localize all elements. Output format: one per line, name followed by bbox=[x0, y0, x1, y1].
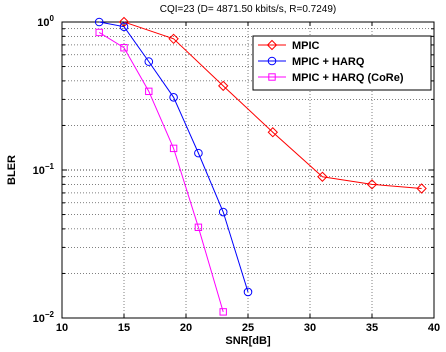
legend-marker bbox=[267, 56, 277, 66]
data-point bbox=[194, 223, 203, 232]
data-point bbox=[217, 80, 229, 92]
data-point bbox=[169, 92, 178, 102]
y-tick-label: 10−2 bbox=[33, 310, 55, 325]
legend-marker bbox=[268, 73, 276, 81]
chart-title: CQI=23 (D= 4871.50 kbits/s, R=0.7249) bbox=[160, 4, 337, 15]
data-point bbox=[95, 28, 103, 37]
data-point bbox=[366, 179, 378, 190]
y-tick-label: 10−1 bbox=[33, 162, 55, 177]
x-tick-label: 20 bbox=[180, 322, 192, 334]
data-point bbox=[145, 87, 153, 96]
series-line-3 bbox=[98, 32, 224, 313]
data-point bbox=[119, 22, 129, 31]
x-tick-label: 15 bbox=[118, 322, 130, 334]
x-tick-label: 35 bbox=[366, 322, 378, 334]
data-point bbox=[416, 183, 427, 194]
data-point bbox=[169, 144, 178, 153]
y-tick-label: 100 bbox=[37, 14, 54, 29]
series-layer bbox=[94, 16, 427, 316]
data-point bbox=[317, 171, 328, 182]
data-point bbox=[168, 33, 179, 45]
data-point bbox=[94, 17, 104, 27]
legend-label: MPIC bbox=[292, 40, 320, 52]
legend-label: MPIC + HARQ (CoRe) bbox=[292, 72, 404, 84]
legend-marker bbox=[266, 39, 278, 51]
x-tick-label: 25 bbox=[242, 322, 254, 334]
x-axis: 10 15 20 25 30 35 40 bbox=[56, 22, 440, 334]
data-point bbox=[144, 57, 154, 66]
x-tick-label: 40 bbox=[428, 322, 440, 334]
data-point bbox=[194, 148, 203, 158]
data-point bbox=[219, 308, 227, 316]
y-axis: 100 10−1 10−2 bbox=[33, 14, 434, 325]
x-axis-label: SNR[dB] bbox=[225, 335, 271, 347]
y-axis-label: BLER bbox=[6, 155, 18, 185]
series-line-1 bbox=[123, 21, 422, 189]
x-tick-label: 10 bbox=[56, 322, 68, 334]
data-point bbox=[218, 207, 228, 217]
legend: MPIC MPIC + HARQ MPIC + HARQ (CoRe) bbox=[252, 35, 432, 91]
data-point bbox=[120, 44, 128, 52]
legend-label: MPIC + HARQ bbox=[292, 56, 365, 68]
series-line-2 bbox=[99, 21, 249, 293]
data-point bbox=[243, 287, 253, 297]
x-tick-label: 30 bbox=[304, 322, 316, 334]
data-point bbox=[267, 127, 279, 138]
